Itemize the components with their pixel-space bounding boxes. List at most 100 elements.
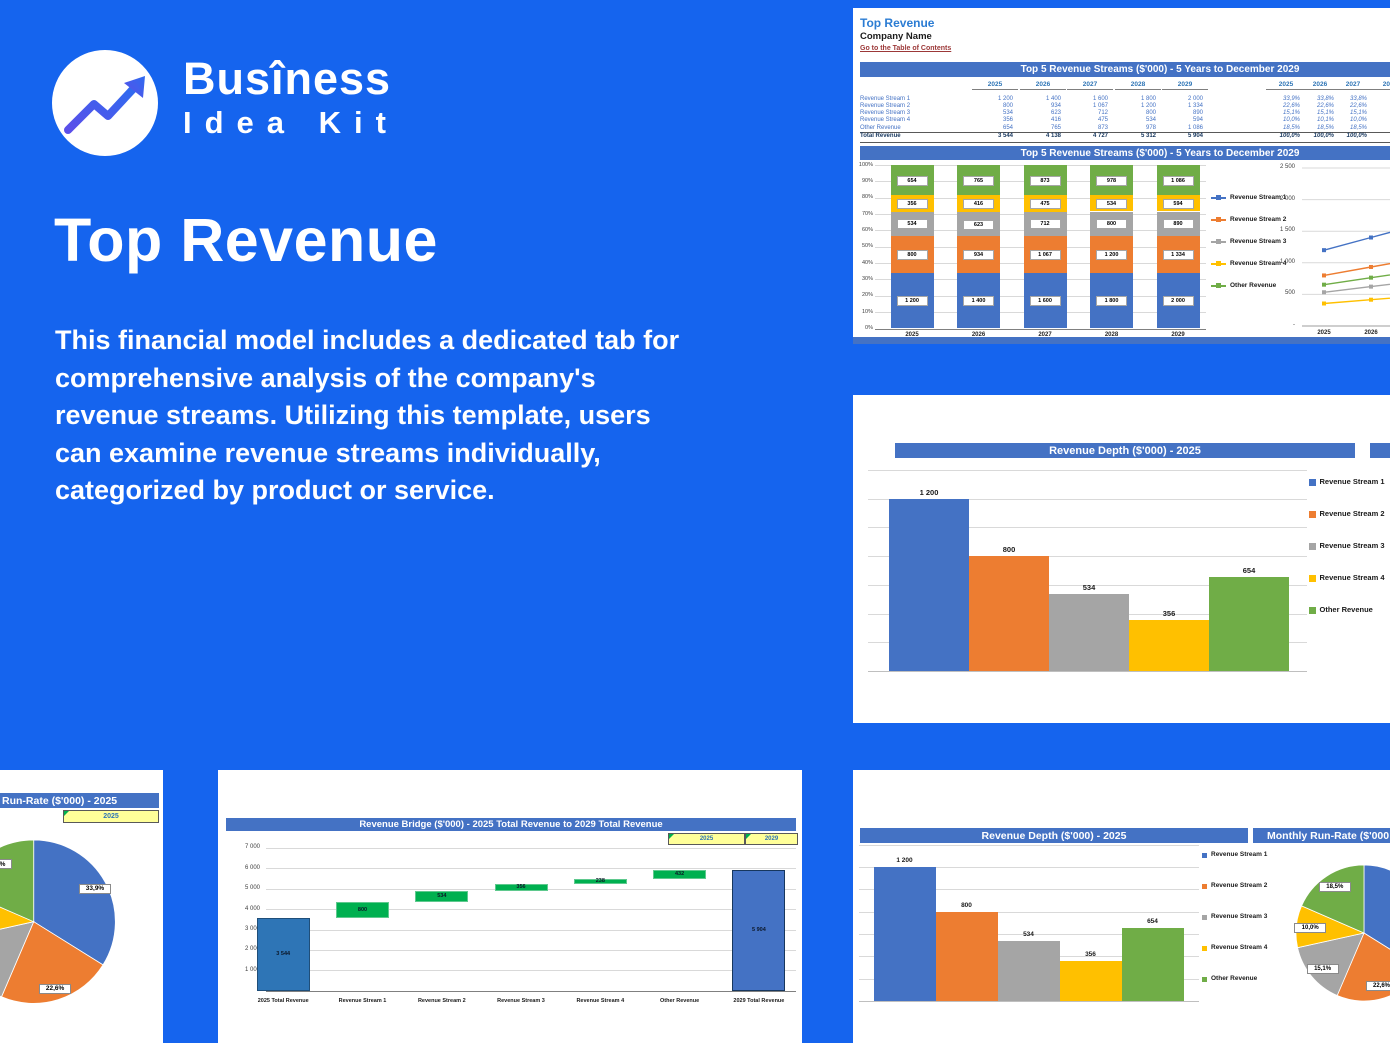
x-axis-label: 2026 xyxy=(971,332,986,338)
cell-value: 534 xyxy=(1145,117,1156,124)
x-axis-label: 2029 xyxy=(1171,332,1185,338)
legend-marker xyxy=(1309,543,1316,550)
bar xyxy=(1059,961,1122,1001)
bar-segment-label: 1 400 xyxy=(963,296,994,307)
bar-value-label: 356 xyxy=(1085,951,1096,959)
page-description-line: can examine revenue streams individually… xyxy=(55,437,601,468)
x-axis-label: 2025 xyxy=(1317,330,1331,336)
y-axis-label: 10% xyxy=(861,308,873,315)
bar xyxy=(997,941,1060,1001)
pie-slice-label: 22,6% xyxy=(1365,981,1390,991)
cell-value: 1 800 xyxy=(1140,95,1156,102)
legend-marker xyxy=(1215,283,1221,289)
gridline xyxy=(859,911,1199,913)
year-dropdown[interactable]: 2025 xyxy=(63,810,159,823)
bar-segment-label: 2 000 xyxy=(1162,296,1194,307)
year-column-header: 2026 xyxy=(1020,81,1066,90)
pie-slice xyxy=(0,921,34,998)
waterfall-bar-label: 5 904 xyxy=(752,927,766,933)
y-axis-label: 50% xyxy=(861,243,873,250)
bar-segment-label: 1 200 xyxy=(1096,250,1127,261)
y-axis-label: - xyxy=(1293,322,1295,328)
sheet-title: Top Revenue xyxy=(860,16,935,30)
cell-value: 1 200 xyxy=(1140,102,1156,109)
brand-text: Busîness Idea Kit xyxy=(183,55,399,143)
y-axis-label: 7 000 xyxy=(244,844,260,851)
y-axis-label: 100% xyxy=(858,161,873,168)
legend-marker xyxy=(1202,884,1207,889)
waterfall-bar-label: 238 xyxy=(595,878,605,884)
section-header-monthly-run-rate: Monthly Run-Rate ($'000 xyxy=(1253,828,1390,843)
y-axis-label: 1 000 xyxy=(1279,258,1295,265)
section-header-revenue-bridge: Revenue Bridge ($'000) - 2025 Total Reve… xyxy=(226,818,796,831)
bar-value-label: 534 xyxy=(1082,583,1096,593)
legend-marker xyxy=(1202,977,1207,982)
cell-pct: 33,9% xyxy=(1282,95,1300,102)
bar-segment-label: 623 xyxy=(963,219,994,230)
panel-revenue-depth: Revenue Depth ($'000) - 2025 1 200 800 534… xyxy=(853,395,1390,723)
gridline xyxy=(868,498,1307,500)
y-axis-label: 90% xyxy=(861,177,873,184)
legend-label: Other Revenue xyxy=(1230,281,1277,289)
legend-marker xyxy=(1202,915,1207,920)
bar-value-label: 1 200 xyxy=(919,487,939,497)
cell-value: 765 xyxy=(1050,124,1061,131)
gridline xyxy=(868,470,1307,471)
pct-year-column-header: 2026 xyxy=(1300,81,1340,90)
bar-segment-label: 1 600 xyxy=(1029,296,1061,307)
dropdown-corner-marker xyxy=(746,834,751,839)
section-header-label: Top 5 Revenue Streams ($'000) - 5 Years … xyxy=(1020,147,1300,159)
section-header-top5-chart: Top 5 Revenue Streams ($'000) - 5 Years … xyxy=(860,146,1390,160)
section-header-revenue-depth: Revenue Depth ($'000) - 2025 xyxy=(895,443,1355,458)
x-axis-label: Revenue Stream 2 xyxy=(417,998,466,1004)
section-header-top5-table: Top 5 Revenue Streams ($'000) - 5 Years … xyxy=(860,62,1390,77)
pct-year-column-header: 2025 xyxy=(1266,81,1306,90)
bar-segment-label: 1 086 xyxy=(1162,175,1194,186)
pie-slice-label: 33,9% xyxy=(79,883,111,894)
gridline xyxy=(868,556,1307,558)
cell-value: 890 xyxy=(1192,110,1203,117)
pie-slice xyxy=(0,840,34,923)
x-axis-label: 2029 Total Revenue xyxy=(733,998,785,1004)
page-description-line: revenue streams. Utilizing this template… xyxy=(55,400,651,430)
year-dropdown-value: 2029 xyxy=(764,836,779,842)
bar-segment-label: 800 xyxy=(896,250,928,261)
year-from-dropdown[interactable]: 2025 xyxy=(668,833,745,845)
legend-label: Other Revenue xyxy=(1211,975,1258,982)
waterfall-bar xyxy=(256,918,310,991)
gridline xyxy=(266,929,796,931)
year-to-dropdown[interactable]: 2029 xyxy=(745,833,798,845)
brand-logo xyxy=(52,50,158,156)
year-column-header: 2028 xyxy=(1115,81,1161,90)
cell-pct: 33,8% xyxy=(1349,95,1367,102)
legend-label: Revenue Stream 3 xyxy=(1319,541,1385,550)
cell-pct: 33,8% xyxy=(1316,95,1334,102)
waterfall-bar xyxy=(653,870,707,880)
company-name: Company Name xyxy=(860,31,932,42)
bar xyxy=(1209,577,1289,671)
toc-link[interactable]: Go to the Table of Contents xyxy=(860,45,952,52)
total-cell-pct: 100,0% xyxy=(1279,133,1300,139)
cell-value: 978 xyxy=(1145,124,1156,131)
cell-value: 534 xyxy=(1002,110,1013,117)
cell-pct: 10,0% xyxy=(1282,117,1300,124)
legend-label: Revenue Stream 1 xyxy=(1211,851,1268,858)
waterfall-bar xyxy=(336,902,389,919)
bar-segment-label: 475 xyxy=(1029,198,1061,209)
section-header-label: Run-Rate ($'000) - 2025 xyxy=(2,794,118,807)
x-axis-label: 2025 xyxy=(905,332,919,338)
cell-pct: 15,1% xyxy=(1316,110,1334,117)
cell-pct: 18,5% xyxy=(1349,124,1367,131)
brand-tagline: Idea Kit xyxy=(183,105,399,140)
section-header-label: Revenue Bridge ($'000) - 2025 Total Reve… xyxy=(359,819,663,830)
cell-pct: 18,5% xyxy=(1282,124,1300,131)
line-chart-svg xyxy=(1302,167,1390,327)
row-label: Revenue Stream 2 xyxy=(860,102,911,109)
total-cell-value: 4 727 xyxy=(1092,133,1108,139)
section-header-label: Top 5 Revenue Streams ($'000) - 5 Years … xyxy=(1020,64,1300,75)
y-axis-label: 70% xyxy=(861,210,873,217)
cell-value: 1 400 xyxy=(1045,95,1061,102)
cell-pct: 10,0% xyxy=(1349,117,1367,124)
legend-label: Revenue Stream 3 xyxy=(1230,237,1287,245)
y-axis-label: 5 000 xyxy=(244,885,260,892)
